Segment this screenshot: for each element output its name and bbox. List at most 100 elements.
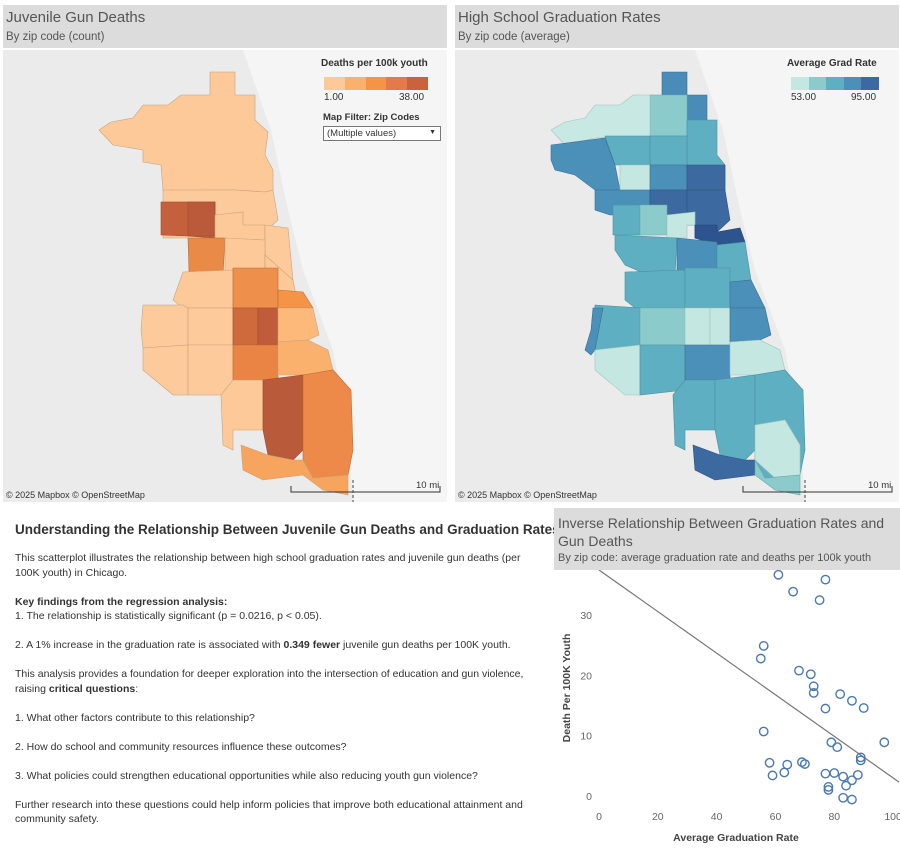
scatter-point[interactable] <box>838 771 849 782</box>
scatter-point[interactable] <box>858 703 869 713</box>
scatter-point[interactable] <box>820 574 831 585</box>
zip-archer-heights[interactable] <box>639 307 686 346</box>
zip-west-lawn[interactable] <box>594 344 641 396</box>
zip-pilsen[interactable] <box>684 267 731 309</box>
scatter-point[interactable] <box>841 780 851 791</box>
zip-west-town[interactable] <box>666 211 696 239</box>
gun-deaths-map[interactable]: Deaths per 100k youth 1.00 38.00 Map Fil… <box>3 50 447 502</box>
zip-westside-2[interactable] <box>187 201 216 237</box>
scatter-point[interactable] <box>879 737 890 748</box>
scatter-point[interactable] <box>847 695 857 706</box>
gun-deaths-legend-title: Deaths per 100k youth <box>321 58 428 69</box>
zip-back-of-yards[interactable] <box>684 307 711 346</box>
zip-pullman[interactable] <box>754 458 801 496</box>
chevron-down-icon[interactable]: ▼ <box>429 129 436 136</box>
zip-filter-dropdown[interactable]: (Multiple values) ▼ <box>323 126 441 141</box>
scatter-point[interactable] <box>758 641 769 651</box>
zip-englewood[interactable] <box>257 307 279 346</box>
zip-southwest-5[interactable] <box>187 344 234 396</box>
scatter-point[interactable] <box>808 681 819 692</box>
zip-clearing[interactable] <box>584 307 604 356</box>
zip-kenwood[interactable] <box>277 307 320 343</box>
zip-lakeview[interactable] <box>686 164 726 191</box>
zip-west-side[interactable] <box>614 234 678 276</box>
scatter-point[interactable] <box>847 775 857 786</box>
zip-ashburn[interactable] <box>220 379 264 451</box>
scatter-point[interactable] <box>826 737 837 748</box>
scatter-point[interactable] <box>855 755 866 766</box>
finding-2-post: juvenile gun deaths per 100K youth. <box>340 639 511 651</box>
zip-englewood[interactable] <box>709 307 731 346</box>
zip-southwest-3[interactable] <box>187 307 234 346</box>
grad-rates-map[interactable]: Average Grad Rate 53.00 95.00 10 mi © 20… <box>455 50 899 502</box>
grad-rates-legend-title: Average Grad Rate <box>787 58 877 69</box>
zip-gresham[interactable] <box>684 344 731 381</box>
zip-central-west[interactable] <box>187 237 226 276</box>
y-axis-label: Death Per 100K Youth <box>561 634 573 743</box>
zip-little-village[interactable] <box>624 269 686 309</box>
scatter-point[interactable] <box>829 768 840 778</box>
zip-chicago-lawn[interactable] <box>639 344 686 396</box>
zip-south-central[interactable] <box>232 267 279 309</box>
zip-north-center[interactable] <box>649 164 688 191</box>
zip-loop[interactable] <box>694 224 746 246</box>
zip-ashburn[interactable] <box>672 379 716 451</box>
zip-humboldt-park[interactable] <box>639 204 668 236</box>
scatter-point[interactable] <box>805 669 816 680</box>
zip-auburn[interactable] <box>714 374 756 461</box>
scatter-point[interactable] <box>794 665 804 676</box>
scatter-title: Inverse Relationship Between Graduation … <box>558 515 885 549</box>
analysis-title: Understanding the Relationship Between J… <box>15 522 560 537</box>
zip-north[interactable] <box>98 71 274 193</box>
scatter-point[interactable] <box>764 757 775 768</box>
zip-hyde-park[interactable] <box>729 307 772 343</box>
scatter-point[interactable] <box>823 782 834 792</box>
zip-bronzeville[interactable] <box>729 279 766 309</box>
scatter-point[interactable] <box>820 703 831 714</box>
scatter-point[interactable] <box>820 768 831 779</box>
scatter-point[interactable] <box>773 570 784 580</box>
zip-woodlawn[interactable] <box>729 339 786 376</box>
zip-woodlawn[interactable] <box>277 339 334 376</box>
analysis-intro: This scatterplot illustrates the relatio… <box>15 552 521 579</box>
scatter-point[interactable] <box>852 769 863 780</box>
zip-far-south[interactable] <box>240 444 349 496</box>
scatter-point[interactable] <box>758 726 769 737</box>
trend-line <box>598 570 900 783</box>
zip-south-1[interactable] <box>232 344 279 381</box>
zip-southwest-4[interactable] <box>142 344 189 396</box>
scatter-point[interactable] <box>823 785 834 795</box>
legend-swatch-1 <box>791 77 809 90</box>
legend-swatch-5 <box>861 77 879 90</box>
zip-south-shore[interactable] <box>302 369 354 479</box>
scatter-point[interactable] <box>814 595 825 606</box>
scatter-point[interactable] <box>767 770 778 781</box>
scatter-point[interactable] <box>832 742 843 753</box>
scatter-point[interactable] <box>788 586 799 597</box>
scatter-point[interactable] <box>808 688 819 698</box>
scatter-point[interactable] <box>847 794 857 805</box>
zip-lincoln-square[interactable] <box>649 135 688 166</box>
zip-irving-park[interactable] <box>619 164 651 191</box>
gun-deaths-attribution[interactable]: © 2025 Mapbox © OpenStreetMap <box>6 490 145 500</box>
scatter-point[interactable] <box>799 759 810 769</box>
scatter-point[interactable] <box>779 767 790 778</box>
scatter-point[interactable] <box>835 689 846 700</box>
scatter-plot[interactable]: 0 20 40 60 80 100 0 10 20 30 Average Graduation R… <box>554 570 900 849</box>
zip-southwest-2[interactable] <box>140 304 189 349</box>
zip-edgewater[interactable] <box>649 94 688 137</box>
zip-bronzeville[interactable] <box>277 289 314 309</box>
grad-rates-scale-label: 10 mi <box>868 480 892 491</box>
zip-auburn[interactable] <box>262 374 304 461</box>
x-tick-label: 40 <box>711 811 723 823</box>
scale-bar <box>742 486 893 493</box>
grad-rates-attribution[interactable]: © 2025 Mapbox © OpenStreetMap <box>458 490 597 500</box>
gun-deaths-subtitle: By zip code (count) <box>6 31 105 43</box>
scatter-point[interactable] <box>838 792 849 803</box>
zip-southwest-1[interactable] <box>172 269 234 309</box>
x-tick-label: 20 <box>652 811 664 823</box>
scatter-point[interactable] <box>855 752 866 763</box>
zip-englewood-w[interactable] <box>232 307 259 346</box>
scatter-point[interactable] <box>755 653 766 664</box>
zip-austin[interactable] <box>612 204 641 236</box>
